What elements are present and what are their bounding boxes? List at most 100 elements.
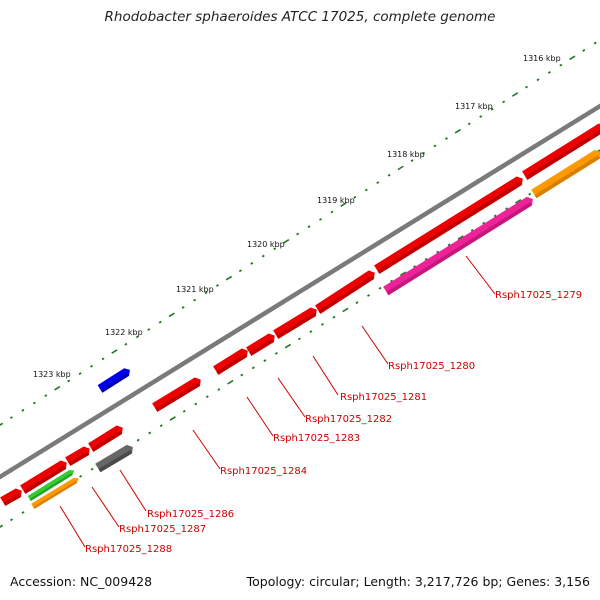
tick xyxy=(364,188,368,192)
tick xyxy=(470,228,474,232)
tick xyxy=(90,364,94,368)
kbp-label-1319: 1319 kbp xyxy=(317,196,355,205)
tick xyxy=(251,366,255,370)
tick xyxy=(263,359,267,362)
kbp-label-1317: 1317 kbp xyxy=(455,102,493,111)
gene-features xyxy=(0,123,600,509)
tick xyxy=(307,225,311,229)
gene-feature-1279 xyxy=(383,196,533,296)
gene-feature-orange-top xyxy=(531,149,600,199)
tick xyxy=(225,275,233,281)
gene-feature-1284a xyxy=(213,348,248,375)
tick xyxy=(454,128,461,134)
tick xyxy=(90,467,94,471)
tick xyxy=(217,388,221,391)
tick xyxy=(387,173,391,177)
tick xyxy=(593,41,597,45)
gene-feature-1286a xyxy=(88,425,123,452)
tick xyxy=(273,247,277,251)
tick xyxy=(136,438,140,442)
gene-label-1280: Rsph17025_1280 xyxy=(388,361,475,372)
tick xyxy=(569,55,576,61)
tick xyxy=(193,298,197,302)
tick xyxy=(10,518,14,522)
tick xyxy=(101,357,105,361)
tick xyxy=(525,85,529,89)
tick xyxy=(515,199,522,204)
tick xyxy=(433,144,437,148)
tick xyxy=(536,78,540,82)
tick xyxy=(457,235,464,240)
tick xyxy=(261,254,265,258)
tick xyxy=(320,323,324,326)
tick xyxy=(204,291,208,295)
tick xyxy=(194,402,198,406)
tick xyxy=(283,239,290,244)
tick xyxy=(413,265,417,268)
tick xyxy=(284,343,292,349)
tick xyxy=(147,328,151,331)
tick xyxy=(240,373,244,377)
kbp-label-1322: 1322 kbp xyxy=(105,328,143,337)
kbp-label-1318: 1318 kbp xyxy=(387,150,425,159)
tick xyxy=(297,337,301,341)
tick xyxy=(32,401,36,405)
tick xyxy=(169,416,176,421)
tick xyxy=(467,122,471,126)
tick xyxy=(44,394,48,398)
tick xyxy=(397,165,404,171)
tick xyxy=(182,409,186,413)
kbp-label-1316: 1316 kbp xyxy=(523,54,561,63)
tick xyxy=(547,71,551,74)
leader-line xyxy=(246,396,274,437)
leader-line xyxy=(361,325,389,365)
tick xyxy=(559,63,563,67)
tick xyxy=(330,210,334,214)
tick xyxy=(390,279,394,283)
gene-feature-1282 xyxy=(273,307,317,339)
gene-feature-1281 xyxy=(315,270,375,314)
tick xyxy=(250,262,254,265)
tick xyxy=(332,315,336,319)
leader-line xyxy=(277,377,306,418)
tick xyxy=(436,250,440,254)
gene-feature-blue xyxy=(97,368,131,393)
tick xyxy=(54,385,61,391)
kbp-label-1323: 1323 kbp xyxy=(33,370,71,379)
tick xyxy=(490,107,494,111)
tick xyxy=(582,49,586,52)
tick xyxy=(342,307,349,313)
tick xyxy=(168,312,175,318)
gene-feature-1284 xyxy=(152,377,201,412)
label-leaders xyxy=(59,255,496,548)
tick xyxy=(0,422,4,426)
tick xyxy=(528,192,532,196)
kbp-label-1321: 1321 kbp xyxy=(176,285,214,294)
gene-feature-1287a xyxy=(65,446,90,466)
tick xyxy=(482,221,486,225)
gene-label-1284: Rsph17025_1284 xyxy=(220,466,307,477)
tick xyxy=(424,257,428,261)
tick xyxy=(124,342,128,346)
gene-feature-1289 xyxy=(0,488,22,506)
gene-label-1288: Rsph17025_1288 xyxy=(85,544,172,555)
tick xyxy=(378,286,382,290)
gene-label-1283: Rsph17025_1283 xyxy=(273,433,360,444)
tick xyxy=(493,214,497,218)
map-title: Rhodobacter sphaeroides ATCC 17025, comp… xyxy=(104,9,496,25)
tick xyxy=(78,372,82,375)
leader-line xyxy=(312,355,339,396)
tick xyxy=(205,395,209,399)
tick xyxy=(355,301,359,305)
tick xyxy=(9,416,13,420)
accession-text: Accession: NC_009428 xyxy=(10,574,153,589)
gene-feature-1288a xyxy=(20,460,67,494)
tick xyxy=(148,431,152,435)
leader-line xyxy=(192,429,221,470)
gene-label-1282: Rsph17025_1282 xyxy=(305,414,392,425)
gene-label-1287: Rsph17025_1287 xyxy=(119,524,206,535)
leader-line xyxy=(59,505,86,548)
gene-feature-1283 xyxy=(246,333,275,356)
tick xyxy=(353,195,357,199)
tick xyxy=(505,207,509,211)
